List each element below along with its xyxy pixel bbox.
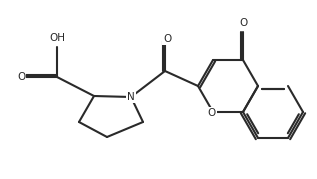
Text: O: O [208, 108, 216, 118]
Text: N: N [127, 92, 135, 102]
Text: O: O [163, 34, 171, 44]
Text: O: O [17, 72, 25, 82]
Text: OH: OH [49, 33, 65, 43]
Text: O: O [239, 18, 247, 28]
